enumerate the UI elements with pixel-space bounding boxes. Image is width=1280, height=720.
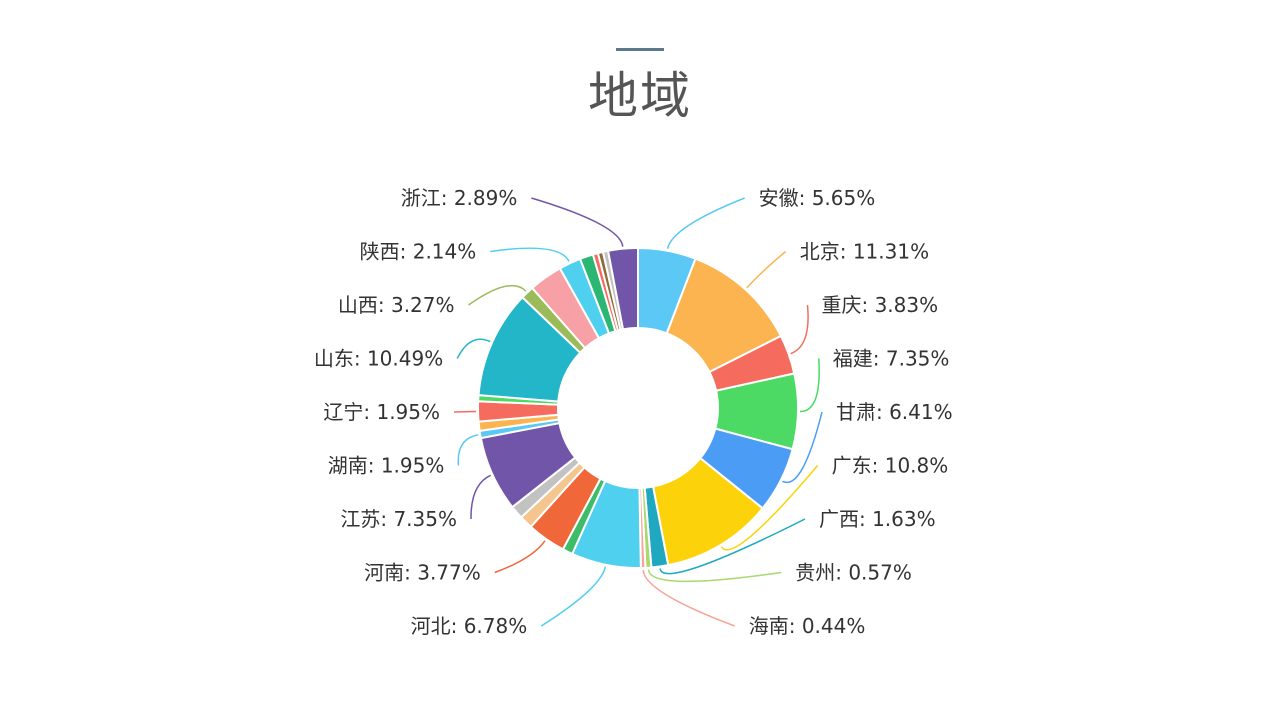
leader-line-山东 [456, 338, 491, 359]
leader-line-河南 [494, 540, 546, 574]
slice-labels: 安徽: 5.65% 北京: 11.31% 重庆: 3.83% 福建: 7.35% 甘肃:… [314, 186, 953, 638]
slice-label-甘肃: 甘肃: 6.41% [836, 400, 953, 424]
slice-label-山东: 山东: 10.49% [314, 347, 443, 371]
slice-label-河南: 河南: 3.77% [364, 561, 481, 585]
slice-label-重庆: 重庆: 3.83% [821, 293, 938, 317]
slice-label-福建: 福建: 7.35% [833, 347, 950, 371]
slice-label-贵州: 贵州: 0.57% [795, 561, 912, 585]
leader-line-江苏 [470, 474, 491, 520]
leader-line-海南 [642, 569, 736, 627]
title-accent-bar [616, 48, 664, 51]
slice-label-广东: 广东: 10.8% [832, 454, 949, 478]
leader-line-陕西 [490, 247, 570, 262]
leader-line-河北 [540, 566, 607, 627]
slice-label-江苏: 江苏: 7.35% [340, 507, 457, 531]
leader-line-安徽 [666, 197, 745, 249]
leader-line-重庆 [790, 304, 809, 355]
donut-slices [477, 246, 799, 569]
leader-line-广西 [659, 518, 806, 575]
slice-label-浙江: 浙江: 2.89% [401, 186, 518, 210]
slice-label-陕西: 陕西: 2.14% [360, 240, 477, 264]
slice-label-海南: 海南: 0.44% [749, 614, 866, 638]
page-title: 地域 [588, 67, 692, 125]
slice-label-广西: 广西: 1.63% [819, 507, 936, 531]
leader-line-北京 [746, 250, 787, 289]
leader-line-广东 [720, 465, 819, 551]
leader-line-山西 [468, 284, 527, 306]
slice-label-山西: 山西: 3.27% [338, 293, 455, 317]
label-leader-lines [453, 197, 823, 627]
slice-label-北京: 北京: 11.31% [800, 240, 929, 264]
slice-label-河北: 河北: 6.78% [411, 614, 528, 638]
leader-line-湖南 [457, 434, 479, 466]
leader-line-福建 [799, 358, 820, 413]
slice-label-安徽: 安徽: 5.65% [759, 186, 876, 210]
slice-label-湖南: 湖南: 1.95% [328, 454, 445, 478]
leader-line-贵州 [647, 569, 782, 583]
slice-label-辽宁: 辽宁: 1.95% [323, 400, 440, 424]
leader-line-甘肃 [782, 411, 823, 484]
leader-line-浙江 [531, 197, 624, 247]
slice-浙江 [606, 246, 639, 331]
